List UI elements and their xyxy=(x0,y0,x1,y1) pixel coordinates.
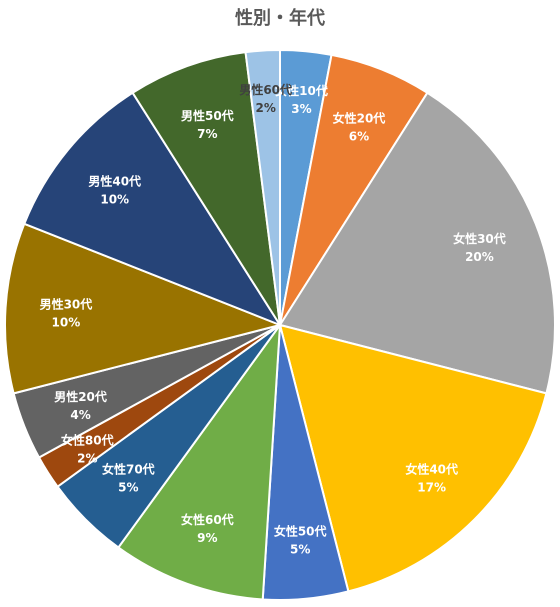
slice-label-3: 女性40代 xyxy=(405,462,458,477)
pie-slice-10 xyxy=(23,91,283,328)
slice-percent-0: 3% xyxy=(291,102,311,116)
slice-percent-9: 10% xyxy=(52,316,81,330)
slice-percent-2: 20% xyxy=(465,250,494,264)
slice-label-0: 女性10代 xyxy=(275,83,328,98)
slice-label-4: 女性50代 xyxy=(274,524,327,539)
slice-percent-8: 4% xyxy=(70,408,90,422)
slice-percent-6: 5% xyxy=(118,481,138,495)
slice-label-6: 女性70代 xyxy=(102,462,155,477)
slice-label-11: 男性50代 xyxy=(181,108,234,123)
slice-percent-10: 10% xyxy=(100,192,129,206)
slice-label-8: 男性20代 xyxy=(54,389,107,404)
pie-slice-9 xyxy=(4,222,284,395)
slice-label-12: 男性60代 xyxy=(239,82,292,97)
pie-slice-3 xyxy=(278,323,548,593)
slice-percent-7: 2% xyxy=(77,451,97,465)
pie-slice-2 xyxy=(278,91,556,395)
slice-label-5: 女性60代 xyxy=(181,512,234,527)
slice-percent-3: 17% xyxy=(417,481,446,495)
slice-label-1: 女性20代 xyxy=(333,111,386,126)
slice-percent-4: 5% xyxy=(290,543,310,557)
slice-percent-5: 9% xyxy=(197,531,217,545)
pie-slice-5 xyxy=(116,321,282,601)
slice-label-7: 女性80代 xyxy=(61,432,114,447)
slice-label-9: 男性30代 xyxy=(40,297,93,312)
slice-percent-11: 7% xyxy=(197,127,217,141)
slice-label-2: 女性30代 xyxy=(453,231,506,246)
slice-percent-1: 6% xyxy=(349,130,369,144)
slice-label-10: 男性40代 xyxy=(88,173,141,188)
pie-slice-12 xyxy=(244,48,281,326)
pie-labels: 女性10代 3% 女性20代 6% 女性30代 20% 女性40代 17% 女性50代 5% 女性6… xyxy=(40,82,506,556)
chart-title: 性別・年代 xyxy=(235,8,325,29)
pie-slices xyxy=(4,48,556,601)
slice-percent-12: 2% xyxy=(255,101,275,115)
pie-slice-11 xyxy=(131,51,281,326)
